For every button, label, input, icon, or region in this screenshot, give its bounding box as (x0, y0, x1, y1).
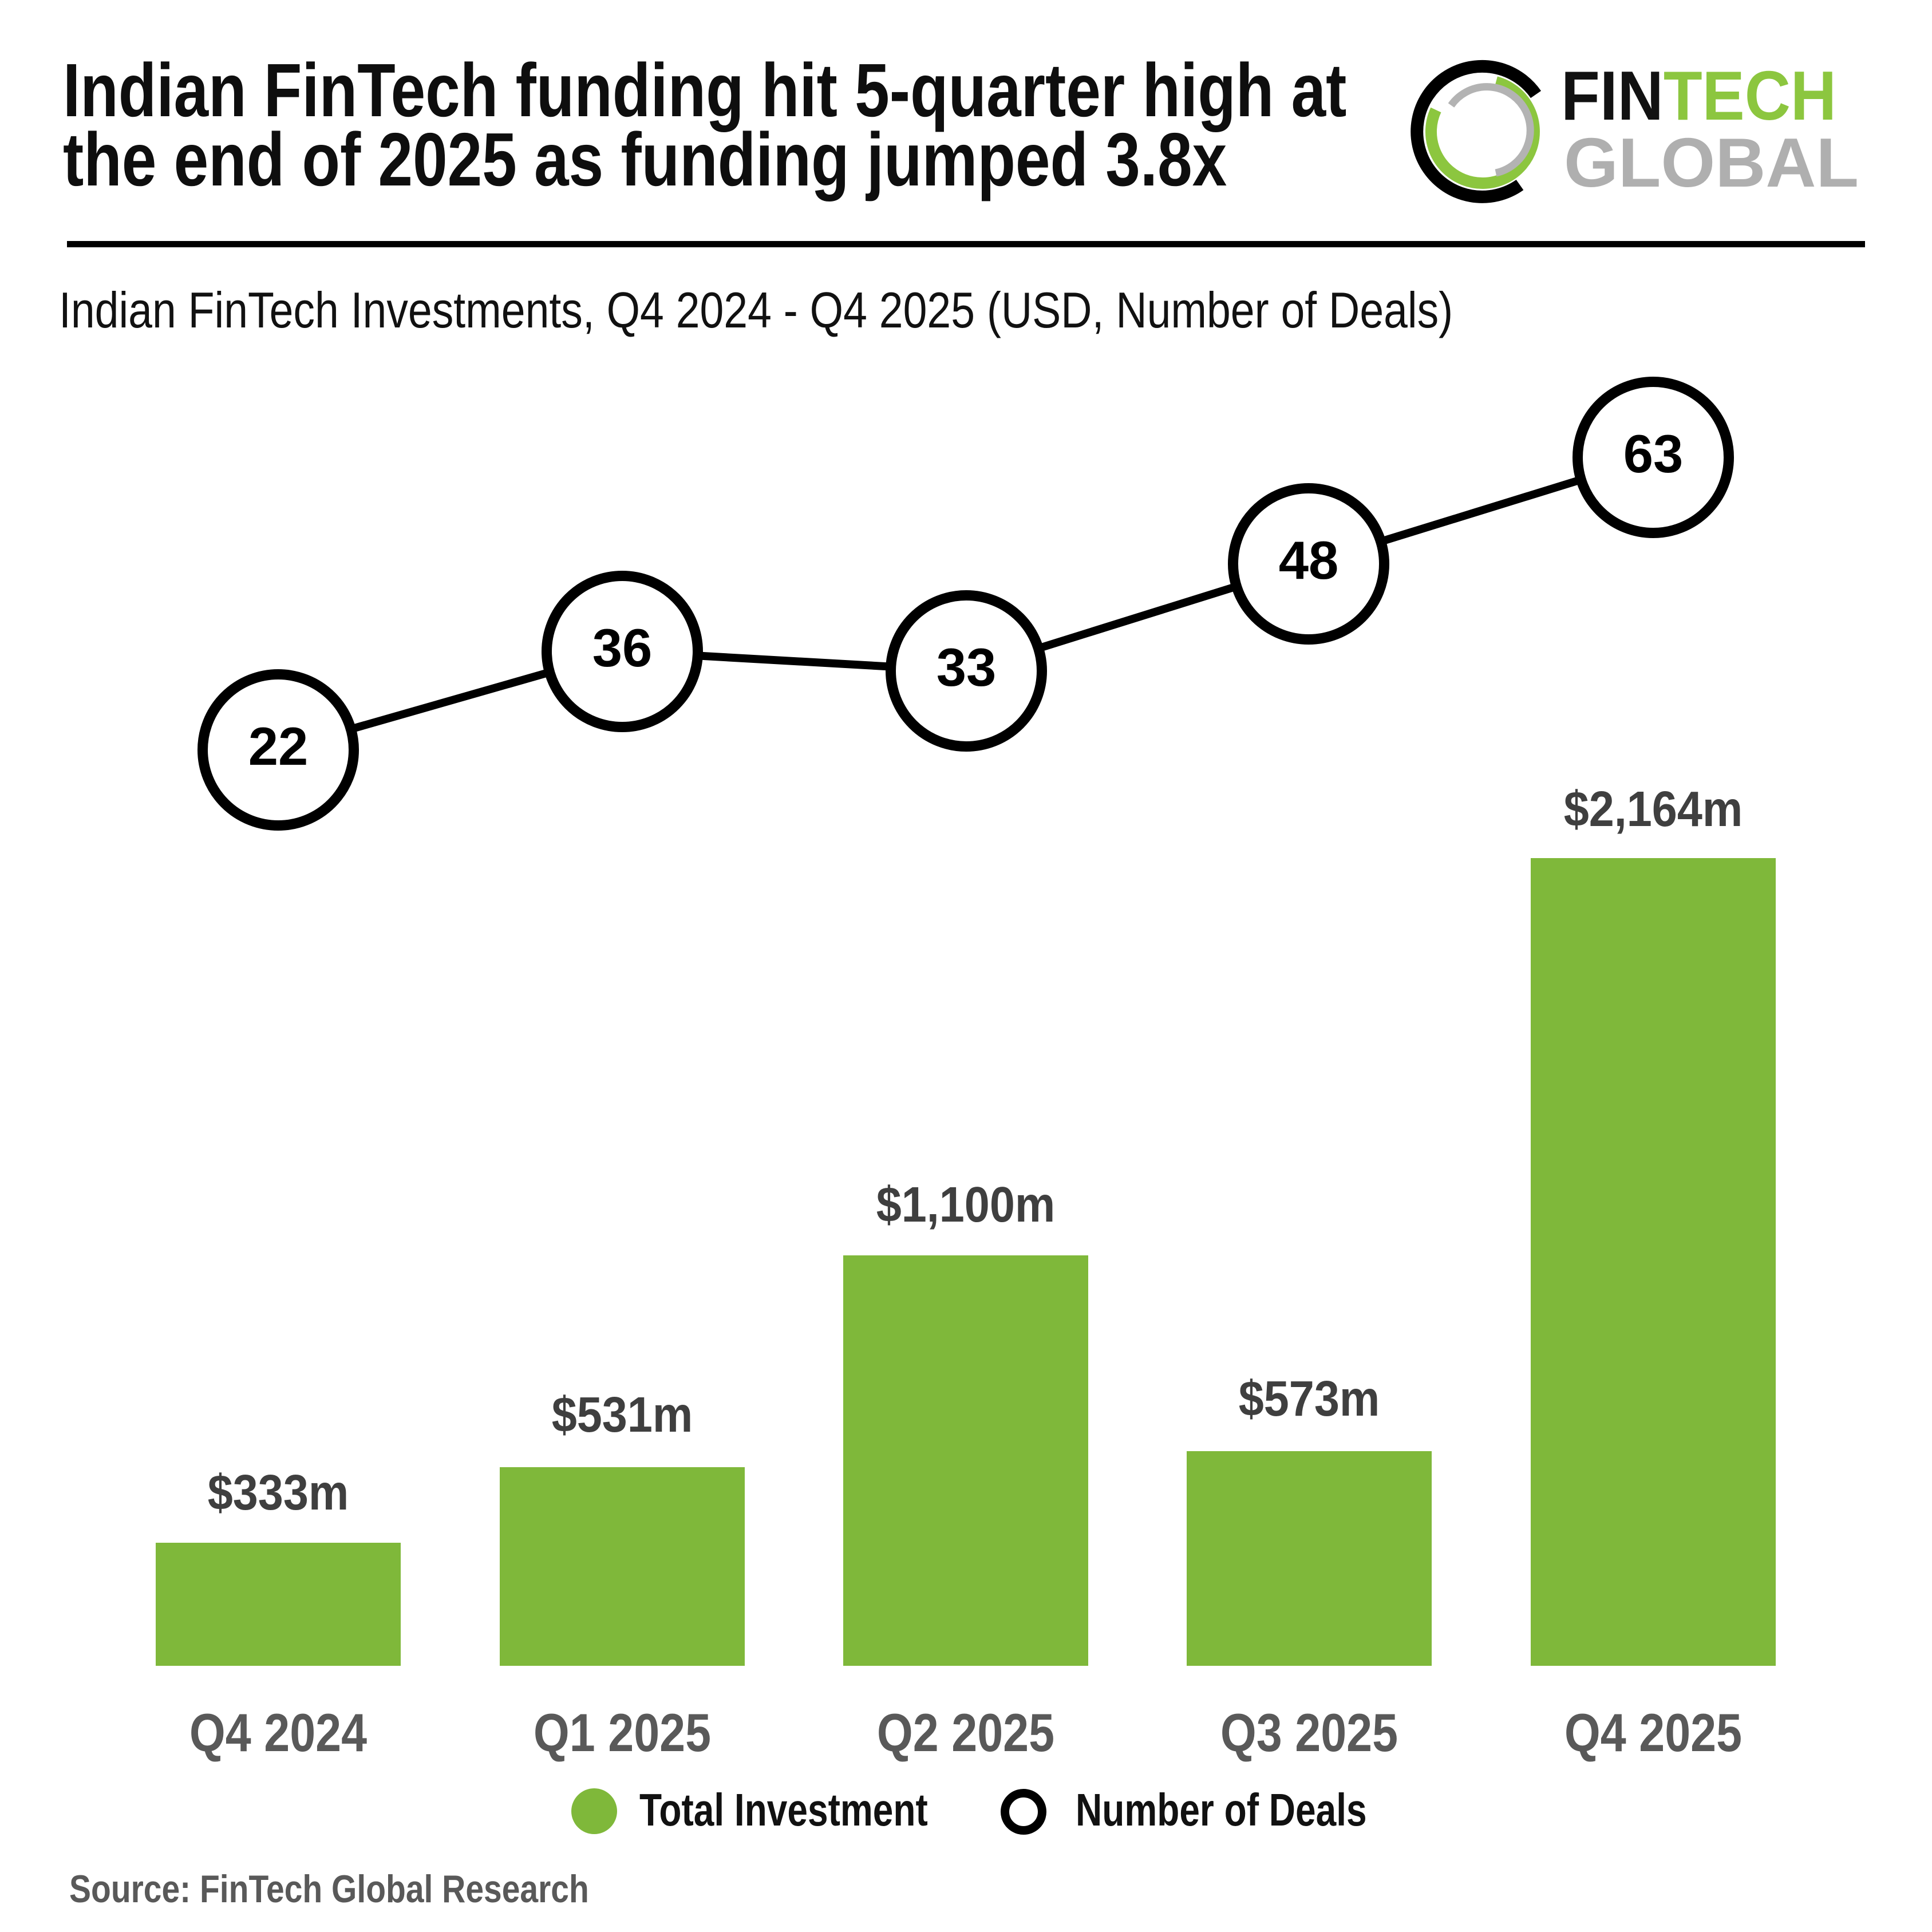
svg-text:33: 33 (937, 637, 997, 697)
svg-text:63: 63 (1623, 424, 1684, 484)
svg-text:36: 36 (592, 618, 653, 678)
svg-text:48: 48 (1279, 530, 1339, 590)
svg-text:22: 22 (248, 716, 309, 776)
